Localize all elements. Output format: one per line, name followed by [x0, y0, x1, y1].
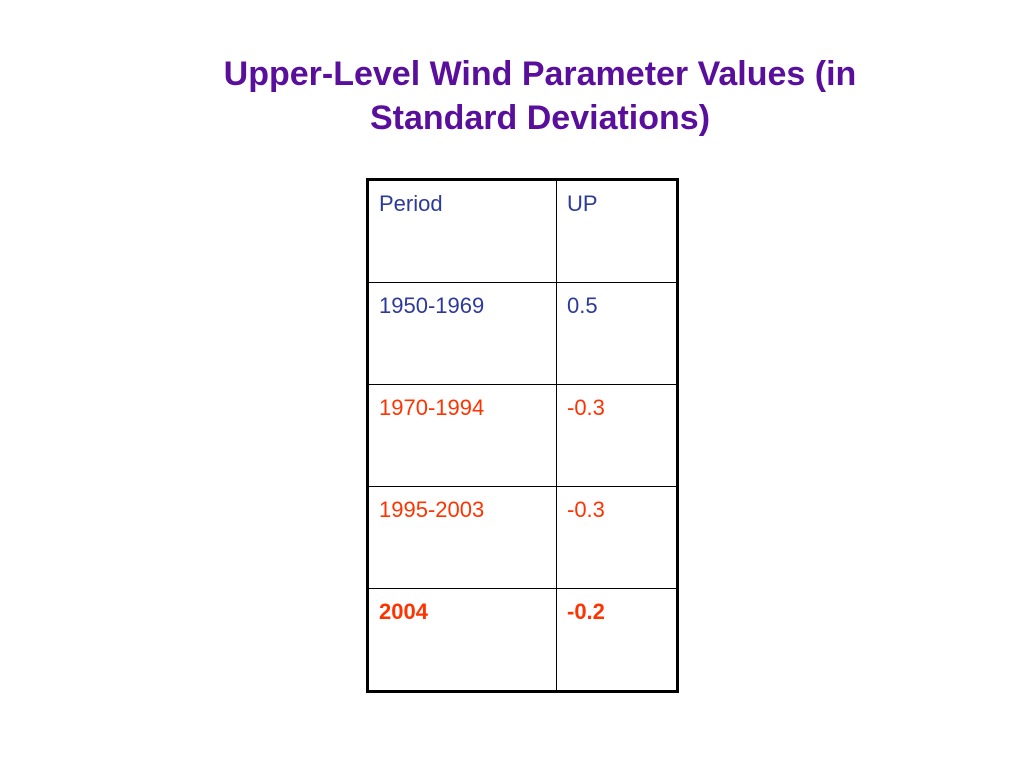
period-cell: 1970-1994 — [367, 384, 557, 487]
slide-title-line-2: Standard Deviations) — [369, 99, 711, 137]
table-header-row: Period UP — [367, 179, 678, 283]
slide-title: Upper-Level Wind Parameter Values (in St… — [110, 52, 970, 140]
up-value-cell: 0.5 — [556, 282, 678, 385]
up-value-cell: -0.3 — [556, 486, 678, 589]
period-cell: 1995-2003 — [367, 486, 557, 589]
period-cell: 1950-1969 — [367, 282, 557, 385]
slide-title-line-1: Upper-Level Wind Parameter Values (in — [223, 55, 857, 93]
wind-parameter-table: Period UP 1950-1969 0.5 1970-1994 -0.3 1… — [366, 178, 679, 693]
period-cell: 2004 — [367, 588, 557, 692]
up-value-cell: -0.3 — [556, 384, 678, 487]
table-row: 2004 -0.2 — [367, 588, 678, 692]
header-up: UP — [556, 179, 678, 283]
table-row: 1950-1969 0.5 — [367, 282, 678, 385]
table-row: 1970-1994 -0.3 — [367, 384, 678, 487]
header-period: Period — [367, 179, 557, 283]
up-value-cell: -0.2 — [556, 588, 678, 692]
table-row: 1995-2003 -0.3 — [367, 486, 678, 589]
